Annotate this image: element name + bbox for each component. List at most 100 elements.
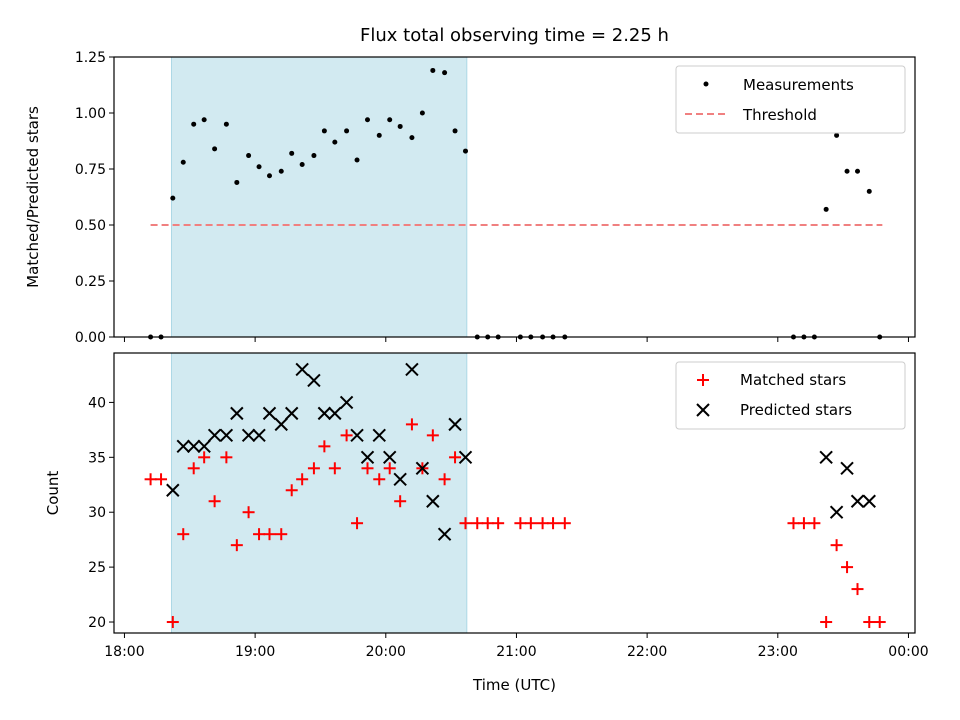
predicted-star-point <box>176 439 190 454</box>
matched-star-point <box>361 462 374 475</box>
measurement-point <box>170 195 176 201</box>
observing-span-rect <box>170 56 468 338</box>
top-legend: Measurements Threshold <box>675 65 906 134</box>
measurement-point <box>397 123 403 129</box>
predicted-star-point <box>383 450 397 465</box>
predicted-star-point <box>219 428 234 443</box>
predicted-star-point <box>448 417 462 432</box>
y-tick-label: 30 <box>88 505 106 521</box>
y-tick-label: 0.50 <box>75 218 106 234</box>
bottom-legend-box <box>675 361 906 430</box>
predicted-star-point <box>350 428 364 443</box>
measurement-point <box>442 70 448 76</box>
legend-predicted-marker <box>696 403 710 417</box>
matched-star-point <box>307 462 320 475</box>
measurement-point <box>364 117 370 123</box>
top-y-axis-label: Matched/Predicted stars <box>24 106 42 288</box>
legend-predicted-label: Predicted stars <box>740 401 852 419</box>
matched-star-point <box>275 528 288 541</box>
top-panel: 0.00 0.25 0.50 0.75 1.00 1.25 Flux total obse… <box>24 25 916 346</box>
matched-star-point <box>459 517 472 530</box>
y-tick-label: 1.00 <box>75 106 106 122</box>
matched-star-point <box>373 473 386 486</box>
predicted-star-point <box>819 450 833 465</box>
measurement-point <box>278 168 284 174</box>
matched-star-point <box>863 616 876 629</box>
x-tick-label: 00:00 <box>888 644 928 660</box>
predicted-star-points <box>166 362 876 541</box>
bottom-y-ticks: 20 25 30 35 40 <box>88 395 114 631</box>
predicted-star-point <box>850 494 865 508</box>
measurement-point <box>452 128 458 134</box>
legend-matched-label: Matched stars <box>740 371 846 389</box>
matched-star-point <box>285 484 298 497</box>
measurement-point <box>180 159 186 165</box>
measurement-point <box>212 146 218 152</box>
predicted-star-point <box>829 505 844 519</box>
matched-star-point <box>851 583 864 596</box>
matched-star-point <box>187 462 200 475</box>
measurement-point <box>321 128 327 134</box>
matched-star-point <box>536 517 549 530</box>
x-tick-label: 23:00 <box>758 644 798 660</box>
matched-star-point <box>340 429 353 442</box>
matched-star-point <box>524 517 537 530</box>
measurement-point <box>311 153 317 159</box>
matched-star-point <box>808 517 821 530</box>
predicted-star-point <box>840 461 854 476</box>
x-tick-label: 20:00 <box>366 644 406 660</box>
matched-star-point <box>253 528 266 541</box>
predicted-star-point <box>252 428 266 443</box>
top-y-ticks: 0.00 0.25 0.50 0.75 1.00 1.25 <box>75 50 114 346</box>
y-tick-label: 0.75 <box>75 162 106 178</box>
top-x-ticks <box>123 337 909 342</box>
matched-star-point <box>492 517 505 530</box>
matched-star-point <box>155 473 168 486</box>
x-axis-label: Time (UTC) <box>472 676 556 694</box>
predicted-star-point <box>197 439 211 454</box>
matched-star-point <box>383 462 396 475</box>
predicted-star-point <box>405 362 419 377</box>
bottom-x-ticks: 18:00 19:00 20:00 21:00 22:00 23:00 00:00 <box>104 633 929 660</box>
predicted-star-point <box>360 450 375 465</box>
matched-star-point <box>820 616 833 629</box>
measurement-point <box>299 162 305 168</box>
predicted-star-point <box>166 483 180 497</box>
measurement-point <box>289 150 295 156</box>
measurement-point <box>234 179 240 185</box>
matched-star-point <box>144 473 157 486</box>
matched-star-point <box>841 561 854 574</box>
measurement-point <box>332 139 338 145</box>
matched-star-point <box>481 517 494 530</box>
x-tick-label: 18:00 <box>104 644 144 660</box>
matched-star-point <box>405 418 418 431</box>
matched-star-point <box>830 539 843 552</box>
predicted-star-point <box>426 494 440 508</box>
matched-star-point <box>797 517 810 530</box>
y-tick-label: 1.25 <box>75 50 106 66</box>
measurement-point <box>866 188 872 194</box>
predicted-star-point <box>437 527 452 541</box>
measurement-point <box>844 168 850 174</box>
matched-star-point <box>296 473 309 486</box>
predicted-star-point <box>274 417 288 432</box>
legend-threshold-label: Threshold <box>742 106 817 124</box>
matched-star-point <box>318 440 331 453</box>
predicted-star-point <box>862 494 876 508</box>
bottom-panel: 20 25 30 35 40 18:00 19:00 20:00 21:00 22:00 23:0… <box>44 352 929 694</box>
matched-star-point <box>873 616 886 629</box>
predicted-star-point <box>241 428 256 443</box>
matched-star-point <box>263 528 276 541</box>
measurement-point <box>823 206 829 212</box>
measurement-point <box>834 132 840 138</box>
predicted-star-point <box>307 373 321 388</box>
predicted-star-point <box>317 406 332 421</box>
matched-star-point <box>426 429 439 442</box>
matched-star-point <box>394 495 407 508</box>
chart-title: Flux total observing time = 2.25 h <box>360 25 669 46</box>
matched-star-point <box>449 451 462 464</box>
bottom-observing-span <box>170 352 468 634</box>
predicted-star-point <box>458 450 473 465</box>
matched-star-point <box>558 517 571 530</box>
